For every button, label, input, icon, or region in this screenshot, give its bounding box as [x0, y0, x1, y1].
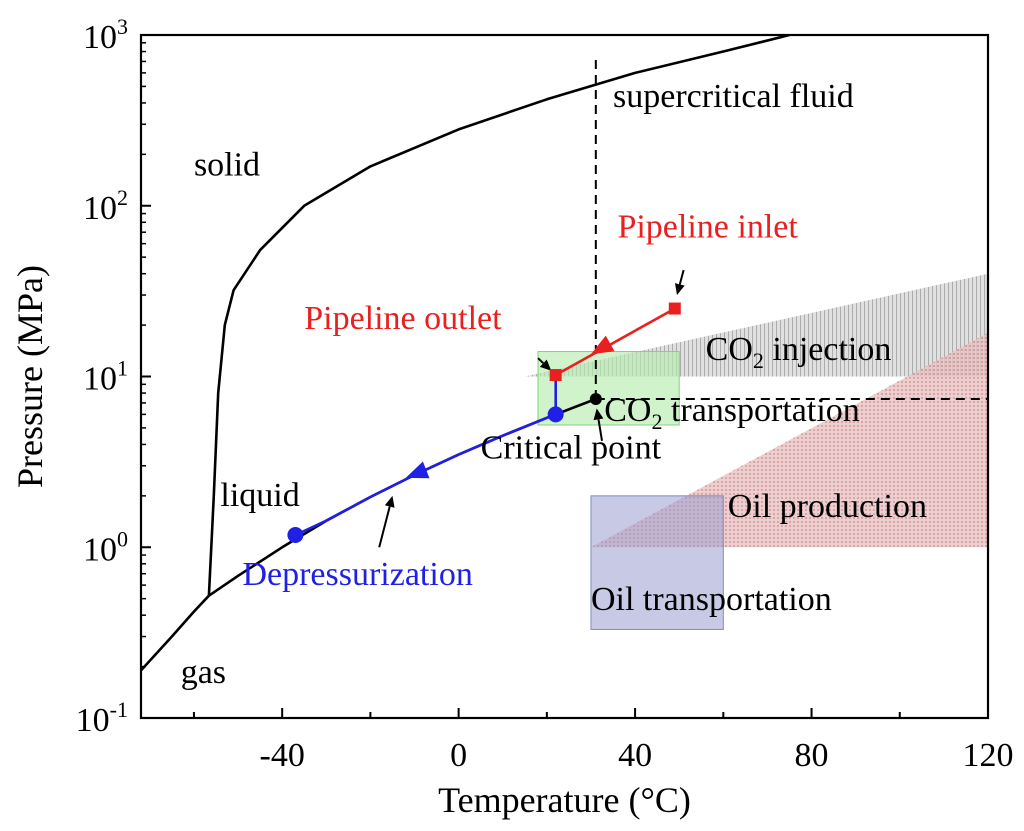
- solid-label: solid: [194, 147, 260, 184]
- oil-transportation-zone: [590, 495, 724, 630]
- pipeline-inlet-label: Pipeline inlet: [617, 209, 798, 246]
- depressurization-start-marker: [287, 526, 304, 543]
- critical-point-marker: [589, 393, 602, 406]
- markers-layer: [287, 269, 685, 548]
- oil-production-label: Oil production: [728, 488, 927, 525]
- supercritical-fluid-label: supercritical fluid: [613, 78, 854, 115]
- y-tick-label: 100: [83, 526, 128, 568]
- x-tick-label: -40: [260, 737, 305, 774]
- pointer-critical-head: [593, 408, 604, 421]
- x-tick-label: 80: [795, 737, 829, 774]
- co2-injection-zone: [524, 273, 988, 377]
- depressurization-line: [294, 413, 557, 537]
- pointer-inlet-shaft: [678, 269, 685, 285]
- pipeline-line: [555, 307, 676, 377]
- oil-production-zone: [590, 332, 988, 548]
- lines-layer: [141, 35, 988, 672]
- pointer-outlet-shaft: [537, 357, 544, 364]
- co2-injection-label: CO2 injection: [706, 331, 892, 373]
- gas-label: gas: [181, 654, 226, 691]
- y-tick-label: 10-1: [76, 697, 128, 739]
- melting-line: [207, 35, 790, 596]
- x-tick-label: 0: [450, 737, 467, 774]
- x-tick-label: 40: [618, 737, 652, 774]
- text-layer: -40 0 40 80 120 10-1 100 101 102 103 Temperature (…: [10, 14, 1014, 820]
- y-tick-label: 101: [83, 356, 128, 398]
- x-tick-label: 120: [963, 737, 1014, 774]
- pipeline-inlet-marker: [668, 302, 681, 315]
- co2-transportation-label: CO2 transportation: [604, 392, 860, 434]
- pointer-critical-shaft: [597, 419, 603, 441]
- oil-transportation-label: Oil transportation: [591, 581, 832, 618]
- pointer-depressurization-shaft: [378, 506, 391, 548]
- y-tick-label: 103: [83, 14, 128, 56]
- depressurization-label: Depressurization: [242, 556, 472, 593]
- pipeline-outlet-label: Pipeline outlet: [304, 300, 502, 337]
- liquid-label: liquid: [220, 477, 299, 514]
- pointer-inlet-head: [674, 283, 685, 296]
- pointer-outlet-head: [539, 359, 552, 371]
- x-axis-label: Temperature (°C): [438, 780, 691, 820]
- depressurization-arrow: [405, 461, 430, 479]
- axes-layer: [139, 33, 990, 720]
- y-axis-label: Pressure (MPa): [10, 265, 50, 488]
- regions-layer: [524, 273, 988, 630]
- depressurization-end-marker: [547, 406, 564, 423]
- critical-point-label: Critical point: [481, 430, 662, 467]
- pipeline-outlet-marker: [549, 369, 562, 382]
- y-tick-label: 102: [83, 185, 128, 227]
- pipeline-arrow: [590, 335, 615, 355]
- sublimation-line: [141, 594, 210, 672]
- pointer-depressurization-head: [384, 495, 395, 508]
